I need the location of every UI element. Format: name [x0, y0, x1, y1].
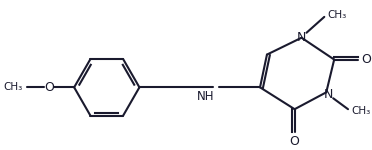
Text: O: O	[290, 135, 299, 148]
Text: CH₃: CH₃	[3, 82, 22, 92]
Text: CH₃: CH₃	[327, 10, 347, 20]
Text: O: O	[45, 81, 54, 94]
Text: N: N	[297, 31, 306, 44]
Text: NH: NH	[197, 90, 214, 103]
Text: N: N	[324, 88, 333, 101]
Text: CH₃: CH₃	[351, 106, 371, 116]
Text: O: O	[361, 53, 371, 66]
